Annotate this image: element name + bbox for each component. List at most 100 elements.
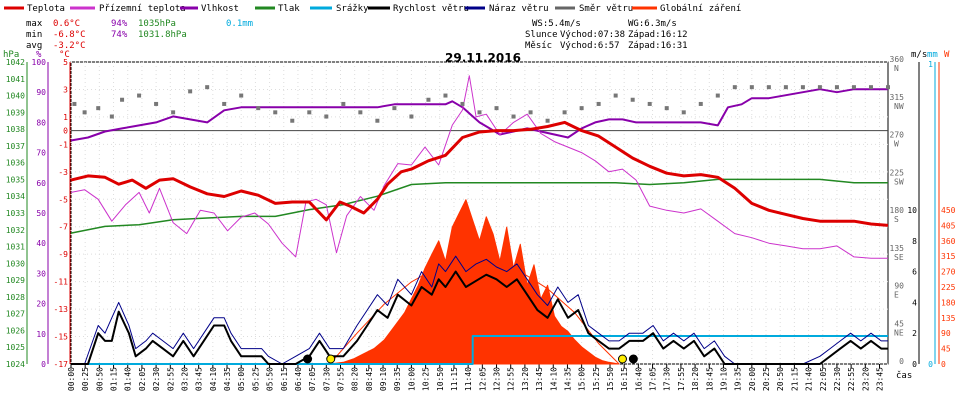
time-tick-label: 22:05 — [819, 367, 828, 391]
time-tick-label: 08:20 — [351, 367, 360, 391]
wind-direction-point — [528, 110, 533, 115]
wind-direction-point — [630, 97, 635, 102]
wind-direction-point — [375, 118, 380, 123]
time-tick-label: 21:40 — [805, 367, 814, 391]
pressure-tick-label: 1034 — [6, 192, 25, 201]
wind-speed-line — [71, 270, 888, 365]
direction-compass-label: NW — [894, 102, 904, 111]
wind-direction-point — [409, 114, 414, 119]
time-tick-label: 20:25 — [762, 367, 771, 391]
wind-direction-point — [137, 93, 142, 98]
temp-tick-label: -9 — [58, 250, 68, 259]
stats-wind-speed: WS:5.4m/s — [532, 19, 581, 29]
humidity-tick-label: 50 — [36, 209, 46, 218]
time-tick-label: 18:20 — [691, 367, 700, 391]
wind-direction-point — [596, 101, 601, 106]
time-tick-label: 17:05 — [649, 367, 658, 391]
temperature-line — [70, 120, 889, 227]
time-tick-label: 01:40 — [124, 367, 133, 391]
direction-compass-label: NE — [894, 328, 904, 337]
time-tick-label: 07:05 — [308, 367, 317, 391]
stats-max-label: max — [26, 19, 43, 29]
stats-max-pressure: 1035hPa — [138, 19, 176, 29]
wind-tick-label: 0 — [912, 360, 917, 369]
direction-compass-label: S — [894, 215, 899, 224]
time-tick-label: 20:50 — [776, 367, 785, 391]
wind-direction-point — [171, 110, 176, 115]
humidity-tick-label: 40 — [36, 239, 46, 248]
direction-tick-label: 225 — [890, 168, 905, 177]
wind-direction-series — [72, 85, 890, 123]
time-tick-label: 11:40 — [464, 367, 473, 391]
time-tick-label: 03:20 — [180, 367, 189, 391]
temp-tick-label: -3 — [58, 168, 68, 177]
wind-direction-point — [545, 118, 550, 123]
wind-direction-point — [613, 93, 618, 98]
radiation-tick-label: 45 — [941, 345, 951, 354]
radiation-tick-label: 180 — [941, 298, 956, 307]
time-tick-label: 07:55 — [336, 367, 345, 391]
wind-direction-point — [188, 89, 193, 94]
time-tick-label: 09:35 — [393, 367, 402, 391]
pressure-tick-label: 1031 — [6, 243, 25, 252]
direction-compass-label: N — [894, 64, 899, 73]
direction-compass-label: SE — [894, 253, 904, 262]
time-tick-label: 03:45 — [195, 367, 204, 391]
temp-tick-label: -17 — [54, 360, 69, 369]
time-tick-label: 02:30 — [152, 367, 161, 391]
time-tick-label: 10:50 — [436, 367, 445, 391]
temp-tick-label: -13 — [54, 305, 69, 314]
time-tick-label: 04:10 — [209, 367, 218, 391]
time-tick-label: 16:15 — [620, 367, 629, 391]
legend-label-smer-vetru: Směr větru — [579, 4, 633, 14]
time-tick-label: 17:55 — [677, 367, 686, 391]
humidity-tick-label: 90 — [36, 88, 46, 97]
stats-min-humidity: 74% — [111, 30, 128, 40]
time-tick-label: 05:25 — [251, 367, 260, 391]
humidity-tick-label: 30 — [36, 269, 46, 278]
pressure-tick-label: 1027 — [6, 310, 25, 319]
pressure-tick-label: 1032 — [6, 226, 25, 235]
direction-tick-label: 135 — [890, 244, 905, 253]
time-tick-label: 08:45 — [365, 367, 374, 391]
time-tick-label: 00:50 — [95, 367, 104, 391]
time-tick-label: 10:25 — [422, 367, 431, 391]
pressure-tick-label: 1035 — [6, 175, 25, 184]
temp-tick-label: 3 — [63, 85, 68, 94]
wind-direction-point — [477, 110, 482, 115]
pressure-tick-label: 1036 — [6, 159, 25, 168]
time-tick-label: 15:50 — [606, 367, 615, 391]
pressure-tick-label: 1039 — [6, 108, 25, 117]
temp-tick-label: 1 — [63, 113, 68, 122]
legend-label-teplota: Teplota — [27, 4, 65, 14]
wind-direction-point — [290, 118, 295, 123]
wind-direction-point — [647, 101, 652, 106]
time-tick-label: 11:15 — [450, 367, 459, 391]
time-tick-label: 12:30 — [493, 367, 502, 391]
direction-tick-label: 45 — [894, 319, 904, 328]
radiation-tick-label: 0 — [941, 360, 946, 369]
wind-direction-point — [307, 110, 312, 115]
sunset-marker — [617, 354, 627, 364]
direction-tick-label: 0 — [899, 357, 904, 366]
legend-label-naraz-vetru: Náraz větru — [489, 4, 549, 14]
humidity-tick-label: 70 — [36, 149, 46, 158]
time-tick-label: 05:00 — [237, 367, 246, 391]
wind-direction-point — [681, 110, 686, 115]
wind-direction-point — [460, 101, 465, 106]
wind-tick-label: 10 — [907, 206, 917, 215]
legend-label-globalni-zareni: Globální záření — [660, 4, 741, 14]
time-tick-label: 23:45 — [875, 367, 884, 391]
pressure-tick-label: 1041 — [6, 75, 25, 84]
wind-direction-point — [732, 85, 737, 90]
stats-moonset: Západ:16:31 — [628, 41, 688, 51]
axis-unit-humidity: % — [36, 50, 42, 60]
stats-wind-gust: WG:6.3m/s — [628, 19, 677, 29]
stats-min-pressure: 1031.8hPa — [138, 30, 187, 40]
wind-direction-point — [851, 85, 856, 90]
legend: Teplota Přízemní teplota Vlhkost Tlak Sr… — [4, 4, 741, 14]
radiation-tick-label: 405 — [941, 221, 956, 230]
time-tick-label: 13:20 — [521, 367, 530, 391]
wind-direction-point — [273, 110, 278, 115]
wind-direction-point — [817, 85, 822, 90]
